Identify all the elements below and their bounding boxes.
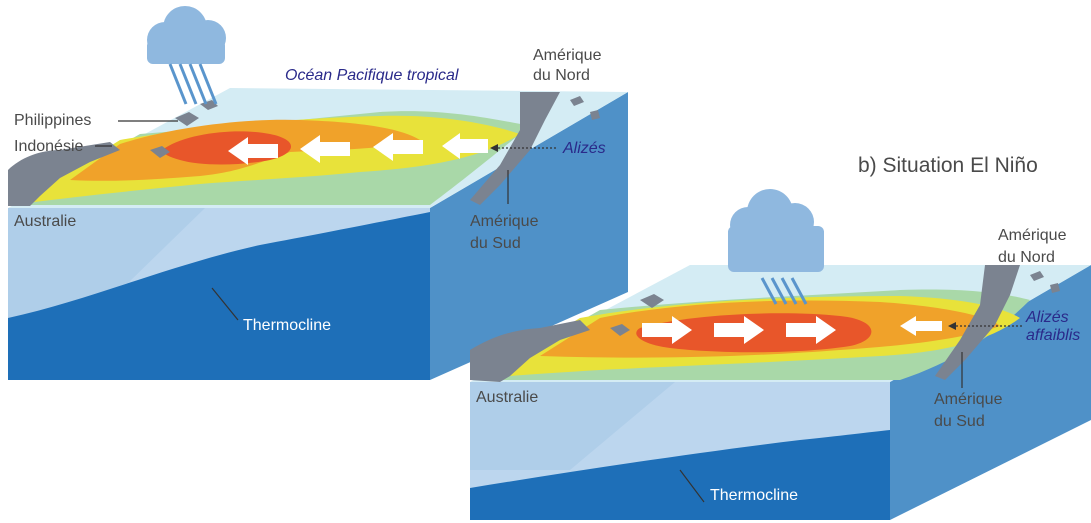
panel-b-wind-arrow	[900, 316, 942, 336]
label-amerique-sud-b-2: du Sud	[934, 413, 985, 430]
panel-b-front-band	[470, 382, 675, 470]
panel-a-cloud	[147, 6, 226, 64]
panel-a-wind-arrow	[373, 133, 423, 161]
panel-a-land-islands	[150, 100, 218, 158]
panel-b-cloud	[728, 189, 824, 272]
panel-b-rain	[760, 277, 808, 305]
panel-a-wind-arrows	[228, 133, 488, 165]
panel-b-leaders	[679, 322, 1024, 503]
label-amerique-sud-a-2: du Sud	[470, 235, 521, 252]
label-amerique-nord-a-2: du Nord	[533, 67, 590, 84]
panel-a-wind-arrow	[300, 135, 350, 163]
panel-b-deep-layer	[470, 430, 890, 520]
panel-a-right-face	[430, 92, 628, 380]
panel-b-land-east	[935, 265, 1020, 380]
label-thermocline-b: Thermocline	[710, 487, 798, 504]
panel-a-leaders	[95, 120, 556, 321]
label-alizes-a: Alizés	[562, 140, 606, 157]
label-amerique-nord-a-1: Amérique	[533, 47, 602, 64]
panel-b-wind-arrow	[642, 316, 692, 344]
panel-b-wind-arrows	[642, 316, 942, 344]
panel-b-right-face	[890, 265, 1091, 520]
panel-b-land-east-bits	[1030, 271, 1060, 293]
panel-a-wind-arrow	[228, 137, 278, 165]
label-indonesie: Indonésie	[14, 138, 83, 155]
panel-b: b) Situation El Niño	[470, 154, 1091, 520]
label-thermocline-a: Thermocline	[243, 317, 331, 334]
panel-b-wind-arrow	[786, 316, 836, 344]
panel-b-wind-arrow	[714, 316, 764, 344]
panel-a-land-west	[8, 142, 120, 206]
panel-a: Océan Pacifique tropical Philippines Ind…	[8, 6, 628, 380]
label-amerique-nord-b-1: Amérique	[998, 227, 1067, 244]
panel-a-front-band	[8, 208, 205, 320]
label-philippines: Philippines	[14, 112, 91, 129]
panel-a-land-east-bits	[570, 96, 600, 120]
label-alizes-b-2: affaiblis	[1026, 327, 1080, 344]
label-australie-b: Australie	[476, 389, 538, 406]
ocean-label: Océan Pacifique tropical	[285, 67, 459, 84]
label-amerique-nord-b-2: du Nord	[998, 249, 1055, 266]
label-amerique-sud-a-1: Amérique	[470, 213, 539, 230]
panel-b-land-islands	[610, 294, 664, 336]
panel-b-land-west	[470, 320, 590, 382]
panel-a-wind-arrow	[442, 133, 488, 159]
panel-a-rain	[168, 63, 218, 105]
label-australie-a: Australie	[14, 213, 76, 230]
label-amerique-sud-b-1: Amérique	[934, 391, 1003, 408]
panel-b-title: b) Situation El Niño	[858, 154, 1038, 177]
label-alizes-b-1: Alizés	[1025, 309, 1069, 326]
